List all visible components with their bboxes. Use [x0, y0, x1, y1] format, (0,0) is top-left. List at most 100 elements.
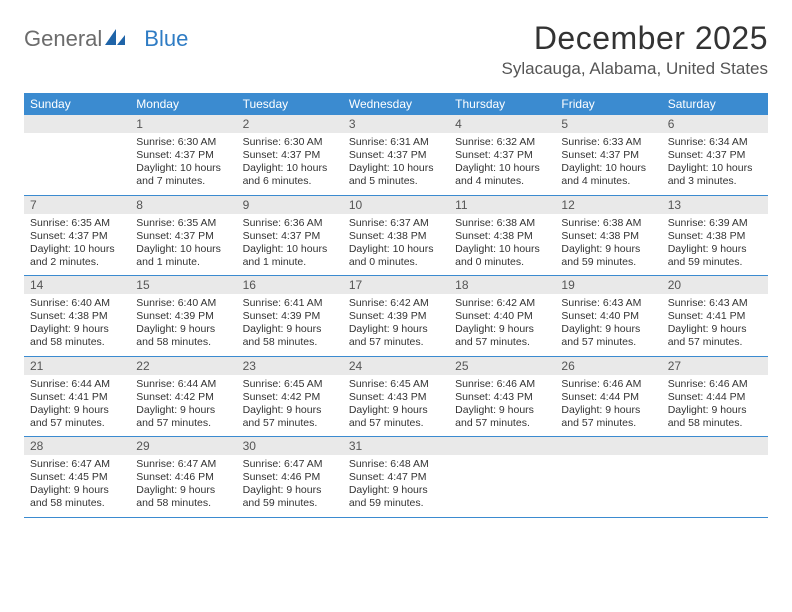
- day-cell: 30Sunrise: 6:47 AMSunset: 4:46 PMDayligh…: [237, 437, 343, 517]
- day-body: Sunrise: 6:43 AMSunset: 4:41 PMDaylight:…: [662, 294, 768, 356]
- daylight-text: Daylight: 10 hours and 6 minutes.: [243, 162, 337, 188]
- day-number: 16: [237, 276, 343, 294]
- daylight-text: Daylight: 9 hours and 59 minutes.: [243, 484, 337, 510]
- sunset-text: Sunset: 4:37 PM: [136, 149, 230, 162]
- day-number: [555, 437, 661, 455]
- week-row: 7Sunrise: 6:35 AMSunset: 4:37 PMDaylight…: [24, 196, 768, 277]
- day-number: 26: [555, 357, 661, 375]
- day-body: Sunrise: 6:30 AMSunset: 4:37 PMDaylight:…: [130, 133, 236, 195]
- day-body: Sunrise: 6:47 AMSunset: 4:46 PMDaylight:…: [237, 455, 343, 517]
- daylight-text: Daylight: 9 hours and 59 minutes.: [349, 484, 443, 510]
- day-cell: 7 Sunrise: 6:35 AMSunset: 4:37 PMDaylight…: [24, 196, 130, 276]
- day-cell: 24Sunrise: 6:45 AMSunset: 4:43 PMDayligh…: [343, 357, 449, 437]
- day-cell: 4Sunrise: 6:32 AMSunset: 4:37 PMDaylight…: [449, 115, 555, 195]
- day-cell: 25Sunrise: 6:46 AMSunset: 4:43 PMDayligh…: [449, 357, 555, 437]
- sunrise-text: Sunrise: 6:48 AM: [349, 458, 443, 471]
- daylight-text: Daylight: 9 hours and 57 minutes.: [243, 404, 337, 430]
- day-cell: 6Sunrise: 6:34 AMSunset: 4:37 PMDaylight…: [662, 115, 768, 195]
- sunrise-text: Sunrise: 6:42 AM: [349, 297, 443, 310]
- sunset-text: Sunset: 4:37 PM: [136, 230, 230, 243]
- sunset-text: Sunset: 4:42 PM: [243, 391, 337, 404]
- day-cell: 2Sunrise: 6:30 AMSunset: 4:37 PMDaylight…: [237, 115, 343, 195]
- day-number: 2: [237, 115, 343, 133]
- day-number: 24: [343, 357, 449, 375]
- day-number: [662, 437, 768, 455]
- day-number: 4: [449, 115, 555, 133]
- sunset-text: Sunset: 4:46 PM: [136, 471, 230, 484]
- sunset-text: Sunset: 4:39 PM: [243, 310, 337, 323]
- day-body: Sunrise: 6:47 AMSunset: 4:45 PMDaylight:…: [24, 455, 130, 517]
- sunrise-text: Sunrise: 6:33 AM: [561, 136, 655, 149]
- day-number: 28: [24, 437, 130, 455]
- sunrise-text: Sunrise: 6:46 AM: [455, 378, 549, 391]
- day-body: Sunrise: 6:46 AMSunset: 4:44 PMDaylight:…: [662, 375, 768, 437]
- week-row: 14Sunrise: 6:40 AMSunset: 4:38 PMDayligh…: [24, 276, 768, 357]
- day-cell: 5Sunrise: 6:33 AMSunset: 4:37 PMDaylight…: [555, 115, 661, 195]
- daylight-text: Daylight: 9 hours and 57 minutes.: [136, 404, 230, 430]
- day-number: 5: [555, 115, 661, 133]
- week-row: 21Sunrise: 6:44 AMSunset: 4:41 PMDayligh…: [24, 357, 768, 438]
- day-number: 23: [237, 357, 343, 375]
- day-number: 11: [449, 196, 555, 214]
- daylight-text: Daylight: 9 hours and 57 minutes.: [349, 404, 443, 430]
- sunset-text: Sunset: 4:37 PM: [349, 149, 443, 162]
- sunset-text: Sunset: 4:43 PM: [455, 391, 549, 404]
- day-body: Sunrise: 6:30 AMSunset: 4:37 PMDaylight:…: [237, 133, 343, 195]
- daylight-text: Daylight: 10 hours and 2 minutes.: [30, 243, 124, 269]
- weekday-header: Sunday: [24, 93, 130, 115]
- day-cell: 20Sunrise: 6:43 AMSunset: 4:41 PMDayligh…: [662, 276, 768, 356]
- page-title: December 2025: [502, 20, 769, 57]
- sunset-text: Sunset: 4:37 PM: [30, 230, 124, 243]
- daylight-text: Daylight: 9 hours and 59 minutes.: [668, 243, 762, 269]
- day-cell: [662, 437, 768, 517]
- sunrise-text: Sunrise: 6:35 AM: [30, 217, 124, 230]
- sunrise-text: Sunrise: 6:47 AM: [243, 458, 337, 471]
- sunset-text: Sunset: 4:42 PM: [136, 391, 230, 404]
- sunrise-text: Sunrise: 6:46 AM: [561, 378, 655, 391]
- day-number: 29: [130, 437, 236, 455]
- daylight-text: Daylight: 9 hours and 58 minutes.: [243, 323, 337, 349]
- day-body: Sunrise: 6:46 AMSunset: 4:44 PMDaylight:…: [555, 375, 661, 437]
- sunset-text: Sunset: 4:38 PM: [668, 230, 762, 243]
- day-number: 21: [24, 357, 130, 375]
- day-cell: 22Sunrise: 6:44 AMSunset: 4:42 PMDayligh…: [130, 357, 236, 437]
- day-body: Sunrise: 6:44 AMSunset: 4:42 PMDaylight:…: [130, 375, 236, 437]
- day-cell: 16 Sunrise: 6:41 AMSunset: 4:39 PMDayligh…: [237, 276, 343, 356]
- day-number: 8: [130, 196, 236, 214]
- daylight-text: Daylight: 9 hours and 58 minutes.: [30, 323, 124, 349]
- sunrise-text: Sunrise: 6:40 AM: [30, 297, 124, 310]
- weekday-header: Friday: [555, 93, 661, 115]
- daylight-text: Daylight: 10 hours and 7 minutes.: [136, 162, 230, 188]
- sunrise-text: Sunrise: 6:44 AM: [136, 378, 230, 391]
- day-number: 7: [24, 196, 130, 214]
- sunrise-text: Sunrise: 6:32 AM: [455, 136, 549, 149]
- day-number: 19: [555, 276, 661, 294]
- day-cell: [24, 115, 130, 195]
- week-row: 1Sunrise: 6:30 AMSunset: 4:37 PMDaylight…: [24, 115, 768, 196]
- day-number: 25: [449, 357, 555, 375]
- daylight-text: Daylight: 9 hours and 58 minutes.: [668, 404, 762, 430]
- day-cell: 29Sunrise: 6:47 AMSunset: 4:46 PMDayligh…: [130, 437, 236, 517]
- daylight-text: Daylight: 9 hours and 58 minutes.: [136, 323, 230, 349]
- sunrise-text: Sunrise: 6:31 AM: [349, 136, 443, 149]
- day-number: 31: [343, 437, 449, 455]
- day-cell: 28Sunrise: 6:47 AMSunset: 4:45 PMDayligh…: [24, 437, 130, 517]
- weekday-header-row: Sunday Monday Tuesday Wednesday Thursday…: [24, 93, 768, 115]
- day-number: 6: [662, 115, 768, 133]
- sunrise-text: Sunrise: 6:41 AM: [243, 297, 337, 310]
- day-cell: 15Sunrise: 6:40 AMSunset: 4:39 PMDayligh…: [130, 276, 236, 356]
- day-number: 3: [343, 115, 449, 133]
- day-cell: 19Sunrise: 6:43 AMSunset: 4:40 PMDayligh…: [555, 276, 661, 356]
- sunset-text: Sunset: 4:44 PM: [561, 391, 655, 404]
- day-body: [24, 133, 130, 142]
- sunrise-text: Sunrise: 6:38 AM: [561, 217, 655, 230]
- day-cell: 11Sunrise: 6:38 AMSunset: 4:38 PMDayligh…: [449, 196, 555, 276]
- sunset-text: Sunset: 4:37 PM: [243, 230, 337, 243]
- day-number: [449, 437, 555, 455]
- sunrise-text: Sunrise: 6:47 AM: [136, 458, 230, 471]
- day-number: 18: [449, 276, 555, 294]
- daylight-text: Daylight: 9 hours and 57 minutes.: [668, 323, 762, 349]
- day-body: Sunrise: 6:45 AMSunset: 4:43 PMDaylight:…: [343, 375, 449, 437]
- weekday-header: Thursday: [449, 93, 555, 115]
- daylight-text: Daylight: 10 hours and 0 minutes.: [349, 243, 443, 269]
